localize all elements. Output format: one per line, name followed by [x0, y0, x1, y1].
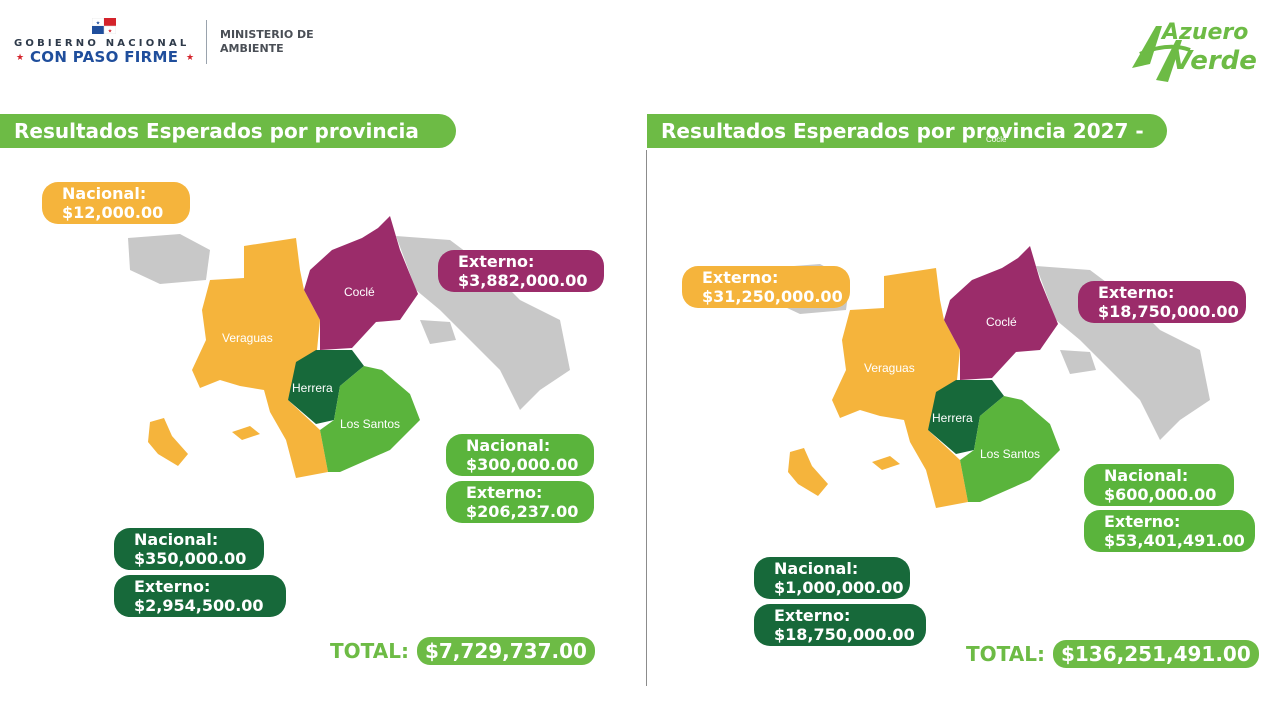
pill-label: Nacional: — [774, 559, 859, 578]
pill-amount: $12,000.00 — [62, 203, 164, 222]
map-label-veraguas: Veraguas — [222, 331, 273, 345]
los-santos-nacional-pill: Nacional: $300,000.00 — [446, 434, 594, 476]
pill-label: Externo: — [458, 252, 535, 271]
herrera-region — [928, 380, 1004, 454]
veraguas-island — [872, 456, 900, 470]
veraguas-externo-pill: Externo: $31,250,000.00 — [682, 266, 850, 308]
ministry-name: MINISTERIO DE AMBIENTE — [220, 28, 314, 56]
map-label-los-santos: Los Santos — [980, 447, 1040, 461]
pill-amount: $53,401,491.00 — [1104, 531, 1245, 550]
map-label-los-santos: Los Santos — [340, 417, 400, 431]
map-label-veraguas: Veraguas — [864, 361, 915, 375]
herrera-externo-pill: Externo: $2,954,500.00 — [114, 575, 286, 617]
map-label-cocle: Coclé — [986, 315, 1017, 329]
pill-amount: $1,000,000.00 — [774, 578, 904, 597]
cocle-externo-pill: Externo: $3,882,000.00 — [438, 250, 604, 292]
pill-label: Externo: — [702, 268, 779, 287]
total-label: TOTAL: — [330, 639, 409, 663]
veraguas-region — [832, 268, 968, 508]
pill-label: Externo: — [466, 483, 543, 502]
pill-label: Nacional: — [1104, 466, 1189, 485]
panama-flag-icon: ★ ★ — [92, 18, 116, 34]
los-santos-externo-pill: Externo: $206,237.00 — [446, 481, 594, 523]
region-other — [1060, 350, 1096, 374]
ministry-line1: MINISTERIO DE — [220, 28, 314, 41]
title-overlay-label: Coclé — [986, 135, 1007, 144]
pill-amount: $300,000.00 — [466, 455, 579, 474]
ministry-line2: AMBIENTE — [220, 42, 284, 55]
header-divider — [206, 20, 207, 64]
herrera-region — [288, 350, 364, 424]
pill-label: Nacional: — [466, 436, 551, 455]
brand-line1: Azuero — [1162, 20, 1249, 45]
azuero-verde-mark-icon — [1132, 26, 1191, 82]
star-icon: ★ — [16, 52, 25, 62]
pill-amount: $31,250,000.00 — [702, 287, 843, 306]
total-label: TOTAL: — [966, 642, 1045, 666]
gov-line2: CON PASO FIRME — [30, 48, 179, 66]
star-icon: ★ — [186, 52, 195, 62]
pill-label: Nacional: — [62, 184, 147, 203]
herrera-nacional-pill: Nacional: $1,000,000.00 — [754, 557, 910, 599]
pill-amount: $3,882,000.00 — [458, 271, 588, 290]
herrera-nacional-pill: Nacional: $350,000.00 — [114, 528, 264, 570]
veraguas-island — [788, 448, 828, 496]
cocle-externo-pill: Externo: $18,750,000.00 — [1078, 281, 1246, 323]
total-row: TOTAL: $7,729,737.00 — [330, 637, 595, 665]
azuero-verde-logo: Azuero Verde — [1128, 18, 1258, 86]
veraguas-region — [192, 238, 328, 478]
los-santos-externo-pill: Externo: $53,401,491.00 — [1084, 510, 1255, 552]
veraguas-island — [232, 426, 260, 440]
total-row: TOTAL: $136,251,491.00 — [966, 640, 1259, 668]
pill-label: Externo: — [1104, 512, 1181, 531]
cocle-region — [304, 216, 418, 350]
panel-divider — [646, 150, 647, 686]
gov-line1: GOBIERNO NACIONAL — [14, 38, 190, 49]
veraguas-nacional-pill: Nacional: $12,000.00 — [42, 182, 190, 224]
pill-label: Externo: — [134, 577, 211, 596]
pill-label: Nacional: — [134, 530, 219, 549]
brand-line2: Verde — [1172, 46, 1257, 76]
pill-label: Externo: — [774, 606, 851, 625]
total-amount: $7,729,737.00 — [416, 637, 595, 665]
panel-title: Resultados Esperados por provincia 2026 — [0, 114, 456, 177]
pill-label: Externo: — [1098, 283, 1175, 302]
cocle-region — [944, 246, 1058, 380]
los-santos-region — [960, 396, 1060, 502]
pill-amount: $600,000.00 — [1104, 485, 1217, 504]
svg-text:★: ★ — [108, 29, 113, 35]
region-other — [420, 320, 456, 344]
pill-amount: $350,000.00 — [134, 549, 247, 568]
pill-amount: $18,750,000.00 — [774, 625, 915, 644]
map-label-herrera: Herrera — [932, 411, 973, 425]
map-label-cocle: Coclé — [344, 285, 375, 299]
pill-amount: $18,750,000.00 — [1098, 302, 1239, 321]
pill-amount: $206,237.00 — [466, 502, 579, 521]
herrera-externo-pill: Externo: $18,750,000.00 — [754, 604, 926, 646]
veraguas-island — [148, 418, 188, 466]
map-label-herrera: Herrera — [292, 381, 333, 395]
los-santos-region — [320, 366, 420, 472]
region-other — [128, 234, 210, 284]
pill-amount: $2,954,500.00 — [134, 596, 264, 615]
svg-text:★: ★ — [96, 21, 101, 27]
total-amount: $136,251,491.00 — [1052, 640, 1259, 668]
los-santos-nacional-pill: Nacional: $600,000.00 — [1084, 464, 1234, 506]
panel-title: Resultados Esperados por provincia 2027 … — [647, 114, 1167, 177]
